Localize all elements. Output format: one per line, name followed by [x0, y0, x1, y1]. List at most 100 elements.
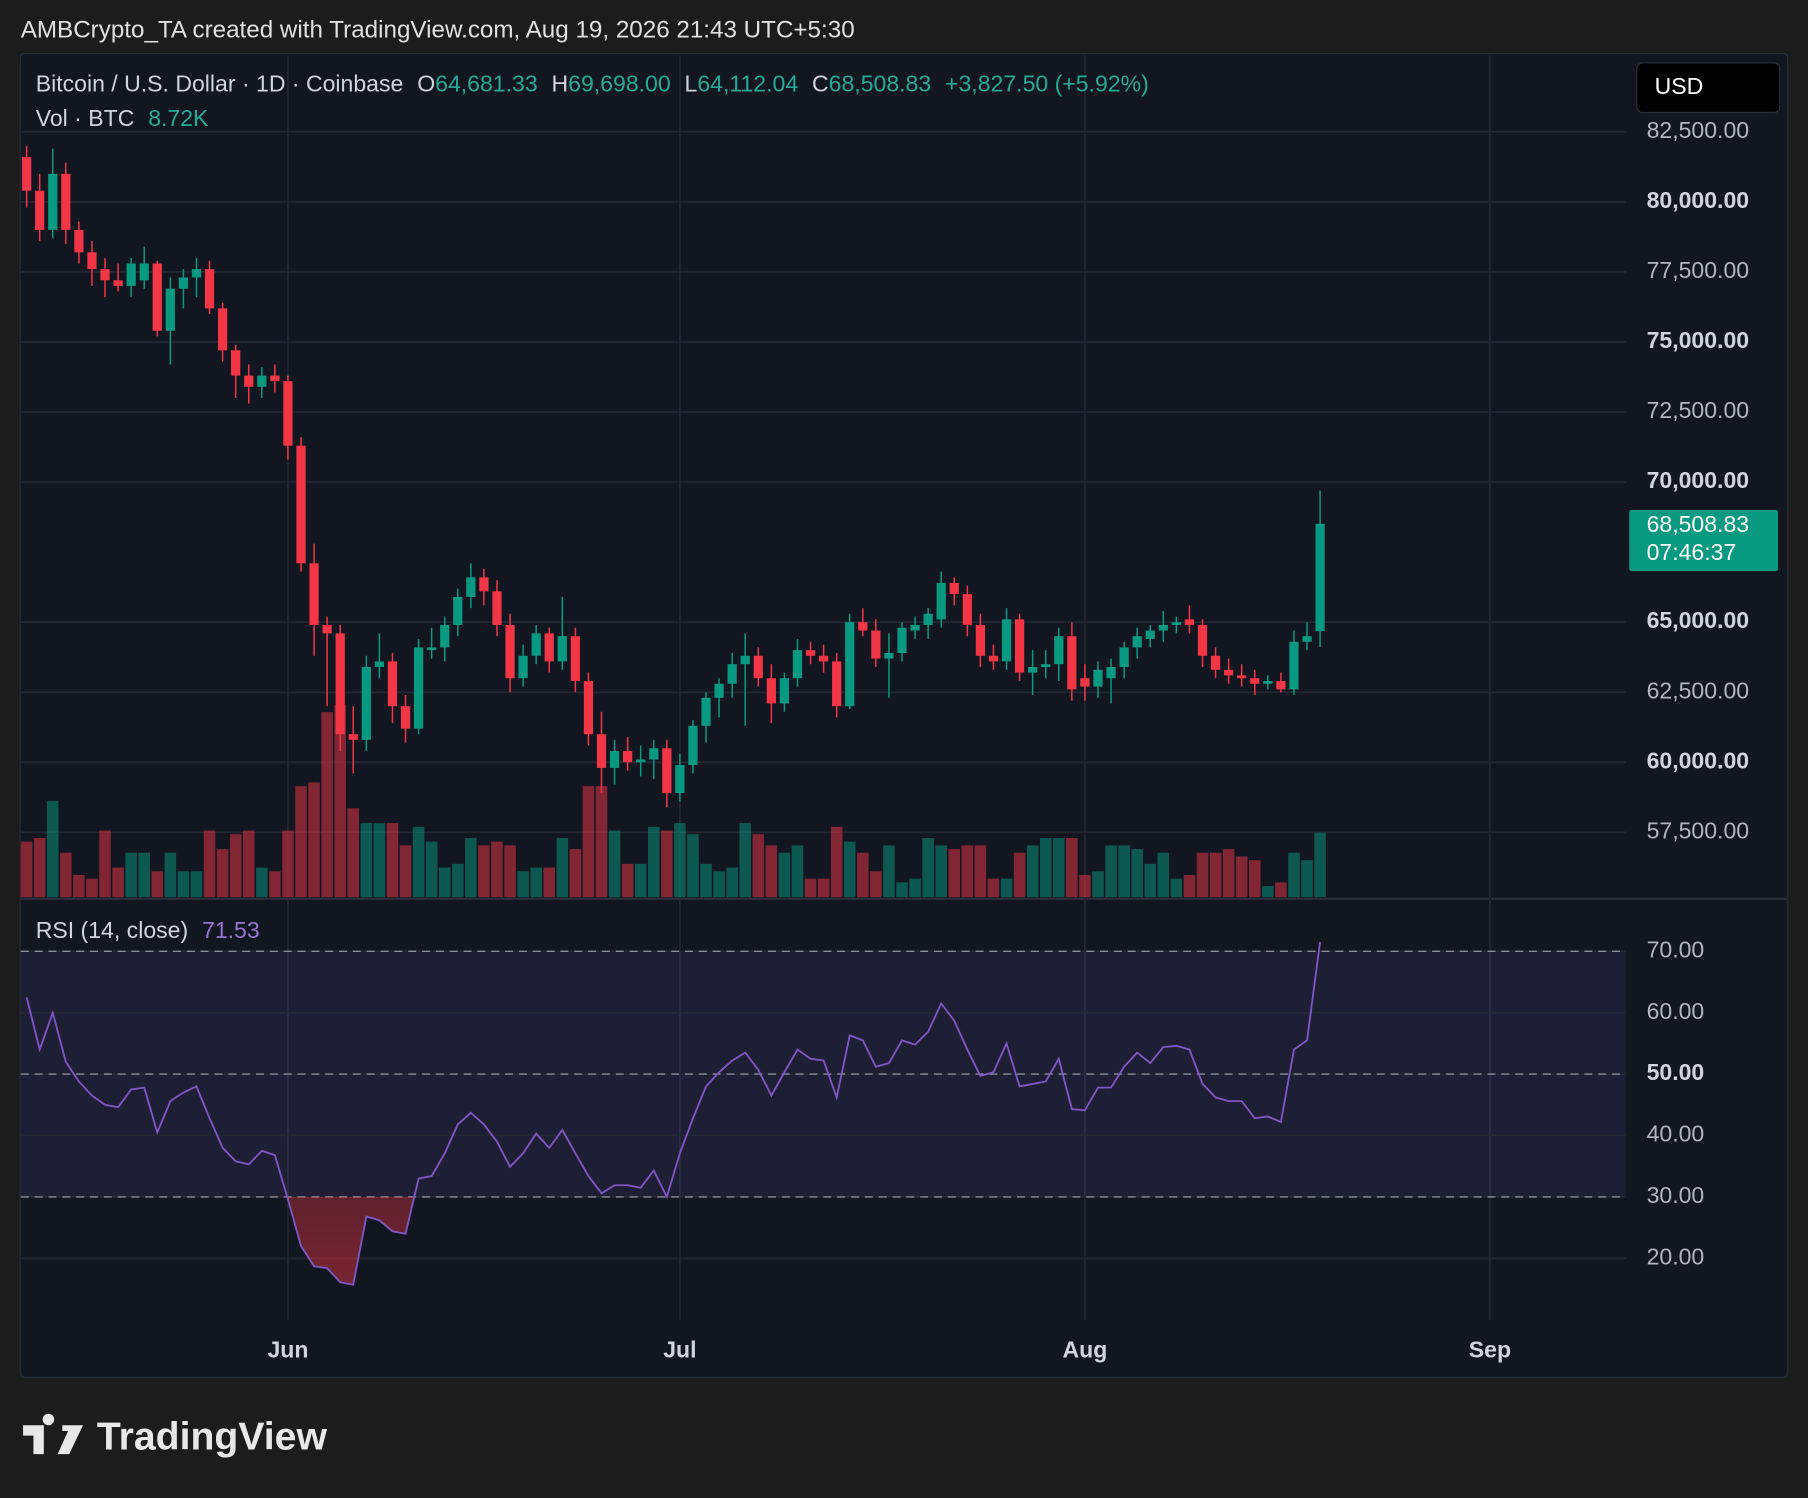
candle-body [492, 591, 502, 625]
volume-bar [1092, 871, 1104, 898]
candle-body [570, 636, 580, 681]
candle-body [139, 263, 149, 281]
rsi-tick-label: 70.00 [1647, 936, 1705, 962]
volume-bar [1235, 856, 1248, 898]
volume-bar [308, 782, 320, 898]
ohlc-key: C [812, 71, 829, 97]
volume-bar [883, 845, 895, 898]
candle-body [1080, 678, 1090, 687]
y-tick-label: 72,500.00 [1647, 397, 1750, 423]
candle-body [544, 633, 554, 662]
y-tick-label: 82,500.00 [1647, 117, 1750, 143]
volume-bar [1039, 837, 1052, 898]
y-tick-label: 65,000.00 [1647, 607, 1750, 633]
candle-body [1093, 669, 1103, 687]
volume-bar [33, 837, 46, 898]
volume-bar [504, 845, 516, 898]
candle-body [596, 734, 607, 768]
volume-bar [1222, 849, 1235, 898]
ohlc-key: L [685, 71, 698, 97]
volume-bar [843, 841, 856, 898]
candle-body [244, 375, 254, 387]
volume-bar [582, 786, 595, 898]
candle-body [1132, 636, 1142, 648]
currency-button[interactable] [1636, 62, 1781, 114]
logo-text: TradingView [97, 1415, 328, 1458]
candle-body [309, 563, 319, 625]
candle-body [949, 582, 959, 595]
candle-body [753, 655, 763, 679]
ohlc-value: 64,112.04 [697, 71, 798, 97]
candle-body [374, 661, 385, 667]
rsi-tick-label: 50.00 [1647, 1059, 1705, 1085]
volume-bar [517, 871, 529, 898]
volume-bar [412, 826, 425, 898]
volume-bar [1248, 860, 1261, 898]
volume-bar [922, 837, 934, 898]
candle-body [61, 173, 71, 230]
volume-bar [425, 841, 438, 898]
candle-body [257, 375, 267, 387]
volume-bar [386, 823, 399, 898]
volume-bar [569, 849, 582, 898]
candle-body [884, 652, 894, 659]
candle-body [204, 269, 215, 309]
y-tick-label: 57,500.00 [1647, 817, 1750, 843]
volume-bar [478, 845, 490, 898]
candle-body [1054, 636, 1064, 665]
volume-bar [1053, 837, 1065, 898]
volume-bar [700, 863, 712, 898]
candle-body [636, 759, 646, 763]
volume-bar [687, 834, 699, 898]
candle-body [518, 655, 528, 679]
candle-body [453, 596, 463, 625]
volume-bar [1209, 852, 1222, 898]
volume-bar [1013, 852, 1026, 898]
candle-body [583, 680, 594, 735]
candle-body [779, 678, 790, 704]
volume-bar [752, 834, 765, 898]
currency[interactable]: USD [1655, 73, 1704, 99]
candle-body [1145, 630, 1155, 639]
candle-body [1119, 647, 1129, 667]
volume-bar [491, 841, 503, 898]
candle-body [74, 229, 84, 253]
candle-body [22, 157, 32, 191]
candle-body [988, 655, 999, 662]
y-tick-label: 70,000.00 [1647, 467, 1750, 493]
price-tag-value: 68,508.83 [1647, 511, 1750, 537]
price-tag [1629, 510, 1779, 572]
volume-bar [961, 845, 974, 898]
candle-body [427, 647, 437, 651]
candle-body [361, 666, 371, 740]
candle-body [466, 577, 476, 597]
volume-bar [177, 871, 190, 898]
ohlc-key: O [417, 71, 435, 97]
rsi-tick-label: 20.00 [1647, 1243, 1705, 1269]
volume-bar [20, 841, 33, 898]
candle-body [1067, 636, 1077, 690]
volume-bar [1066, 837, 1078, 898]
volume-bar [347, 808, 360, 898]
candle-body [871, 630, 881, 659]
candle-body [858, 622, 868, 631]
candle-body [792, 650, 803, 679]
candle-body [283, 381, 293, 446]
candle-body [609, 751, 620, 768]
volume-bar [1288, 852, 1300, 898]
candle-body [296, 445, 306, 564]
volume-bar [1118, 845, 1130, 898]
candle-body [165, 288, 175, 331]
candle-body [440, 624, 450, 648]
volume-bar [726, 867, 738, 898]
volume-bar [399, 845, 412, 898]
volume-bar [1262, 886, 1274, 898]
rsi-tick-label: 60.00 [1647, 998, 1705, 1024]
volume-bar [634, 863, 647, 898]
rsi-tick-label: 30.00 [1647, 1182, 1705, 1208]
volume-label: Vol · BTC [36, 105, 135, 131]
volume-bar [530, 867, 542, 898]
candle-body [100, 269, 110, 281]
candle-body [1014, 619, 1025, 673]
